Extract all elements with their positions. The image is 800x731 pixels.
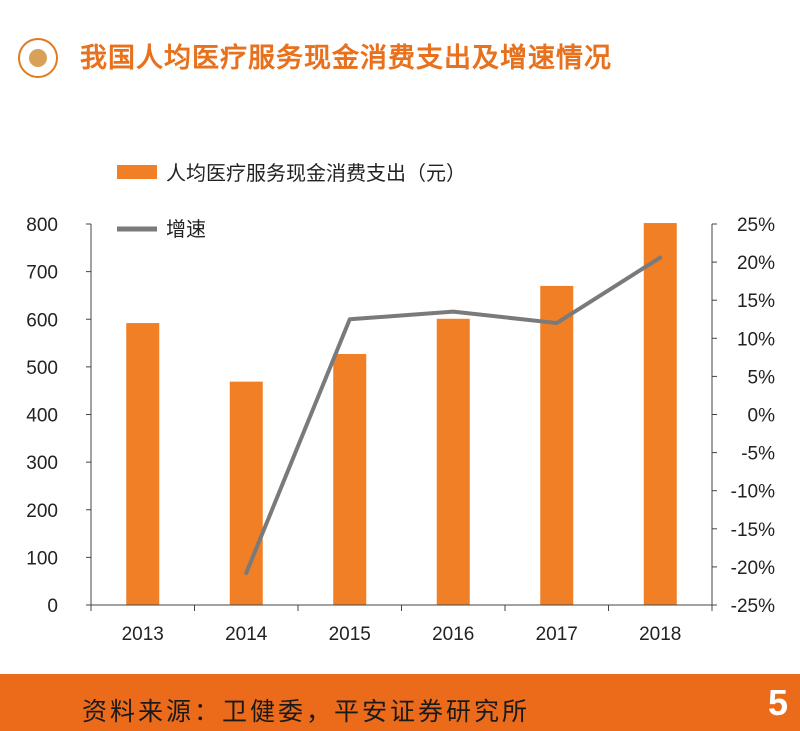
right-tick-label: 0%: [748, 406, 776, 427]
chart: 0 100 200 300 400 500 600 700 800 -25% -20% -15% -10…: [26, 161, 776, 645]
left-tick-label: 400: [26, 406, 58, 427]
right-tick-label: 10%: [737, 329, 775, 350]
right-tick-label: -25%: [731, 596, 775, 617]
bar: [436, 318, 470, 605]
x-tick-label: 2014: [225, 624, 268, 645]
growth-point: [555, 321, 559, 325]
x-tick-label: 2018: [639, 624, 681, 645]
right-tick-label: 15%: [737, 291, 775, 312]
right-tick-label: -5%: [741, 444, 775, 465]
legend-line-label: 增速: [166, 217, 206, 241]
right-tick-label: -10%: [731, 482, 775, 503]
x-tick-label: 2017: [536, 624, 578, 645]
left-tick-label: 200: [26, 501, 58, 522]
bar: [126, 323, 160, 605]
right-tick-label: 20%: [737, 253, 775, 274]
bar: [333, 354, 367, 605]
legend-bar-swatch: [117, 165, 157, 179]
right-tick-label: 25%: [737, 215, 775, 236]
right-tick-label: -20%: [731, 558, 775, 579]
bar: [643, 223, 677, 606]
left-tick-label: 600: [26, 310, 58, 331]
x-tick-label: 2013: [122, 624, 164, 645]
right-tick-label: 5%: [748, 367, 776, 388]
left-tick-label: 800: [26, 215, 58, 236]
source-note: 资料来源：卫健委，平安证券研究所: [82, 697, 531, 726]
header-badge-icon: [18, 38, 58, 78]
bar: [540, 285, 574, 605]
left-tick-label: 700: [26, 263, 58, 284]
growth-point: [451, 310, 455, 314]
x-tick-label: 2015: [329, 624, 371, 645]
growth-point: [348, 317, 352, 321]
growth-point: [658, 256, 662, 260]
x-tick-label: 2016: [432, 624, 474, 645]
left-tick-label: 300: [26, 453, 58, 474]
page-title: 我国人均医疗服务现金消费支出及增速情况: [80, 43, 612, 74]
growth-point: [244, 571, 248, 575]
page-number: 5: [767, 682, 788, 723]
left-tick-label: 500: [26, 358, 58, 379]
right-tick-label: -15%: [731, 520, 775, 541]
left-tick-label: 100: [26, 548, 58, 569]
left-tick-label: 0: [47, 596, 58, 617]
legend-bar-label: 人均医疗服务现金消费支出（元）: [166, 161, 466, 185]
footer-bar: 资料来源：卫健委，平安证券研究所 5: [0, 674, 800, 731]
